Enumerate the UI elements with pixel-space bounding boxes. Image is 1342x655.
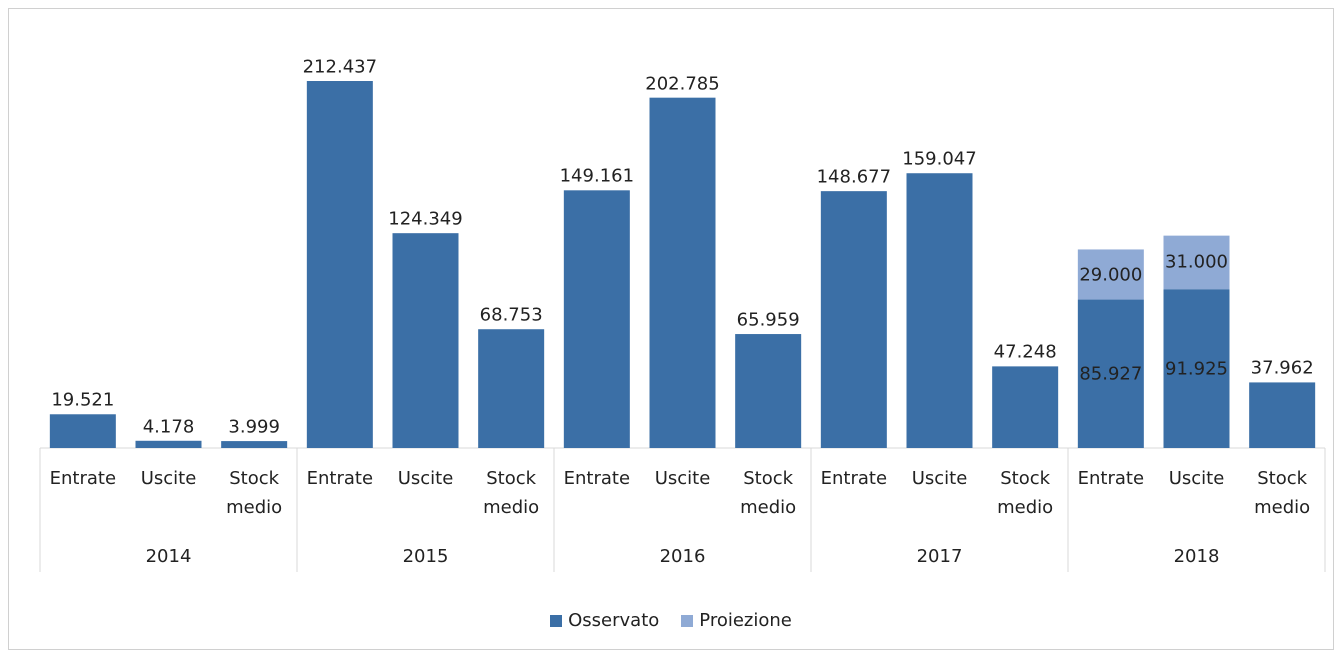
value-label: 202.785	[645, 73, 720, 95]
value-label: 47.248	[993, 341, 1057, 363]
group-label: 2017	[916, 546, 963, 567]
bar	[906, 173, 973, 448]
chart-frame	[8, 8, 1334, 650]
value-label: 68.753	[479, 304, 543, 326]
bar	[306, 81, 373, 448]
x-tick-label: Entrate	[820, 468, 888, 489]
bar	[1163, 289, 1230, 448]
value-label: 91.925	[1165, 358, 1228, 380]
value-label: 124.349	[388, 208, 463, 230]
x-tick-label: Uscite	[397, 468, 454, 489]
value-label: 159.047	[902, 148, 977, 170]
x-tick-label: Entrate	[1077, 468, 1145, 489]
x-tick-label: Stock medio	[1254, 468, 1311, 518]
group-label: 2016	[659, 546, 706, 567]
value-label: 85.927	[1079, 363, 1143, 385]
bar	[221, 441, 288, 448]
value-label: 31.000	[1165, 251, 1228, 273]
legend-item: Osservato	[550, 610, 659, 631]
bar	[1163, 235, 1230, 290]
bar	[392, 233, 459, 448]
value-label: 148.677	[816, 166, 892, 188]
legend-label: Proiezione	[699, 610, 792, 631]
x-tick-label: Uscite	[911, 468, 968, 489]
x-tick-label: Entrate	[563, 468, 631, 489]
value-label: 19.521	[51, 389, 115, 411]
bar	[1077, 299, 1144, 448]
x-tick-label: Entrate	[306, 468, 374, 489]
value-label: 212.437	[302, 56, 378, 78]
x-tick-label: Uscite	[140, 468, 197, 489]
value-label: 29.000	[1079, 264, 1143, 285]
legend-swatch	[550, 614, 563, 627]
legend-label: Osservato	[568, 610, 660, 631]
x-tick-label: Uscite	[1168, 468, 1225, 489]
group-label: 2015	[402, 546, 449, 567]
x-tick-label: Entrate	[49, 468, 117, 489]
legend-swatch	[681, 614, 694, 627]
x-tick-label: Uscite	[654, 468, 711, 489]
group-label: 2018	[1173, 546, 1220, 567]
bar	[820, 191, 887, 448]
bar	[563, 190, 630, 448]
bar	[649, 97, 716, 449]
legend-item: Proiezione	[681, 610, 792, 631]
bar	[135, 440, 202, 448]
value-label: 3.999	[228, 416, 280, 438]
x-tick-label: Stock medio	[226, 468, 283, 518]
value-label: 65.959	[736, 309, 800, 331]
bar	[992, 366, 1059, 448]
legend: Osservato Proiezione	[0, 610, 1342, 631]
bar	[735, 334, 802, 448]
bar	[1249, 382, 1316, 448]
value-label: 4.178	[142, 416, 195, 438]
bar	[49, 414, 116, 448]
value-label: 149.161	[559, 165, 635, 187]
x-tick-label: Stock medio	[997, 468, 1054, 518]
x-tick-label: Stock medio	[483, 468, 540, 518]
x-tick-label: Stock medio	[740, 468, 797, 518]
value-label: 37.962	[1250, 357, 1314, 379]
bar	[478, 329, 545, 448]
group-label: 2014	[145, 546, 192, 567]
bar	[1077, 249, 1144, 300]
